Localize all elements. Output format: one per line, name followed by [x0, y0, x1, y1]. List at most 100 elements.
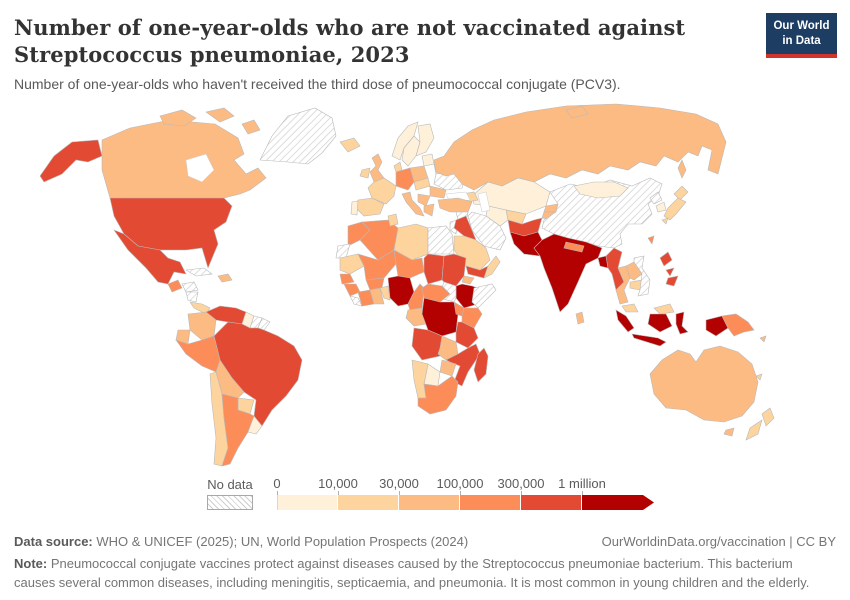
legend-bin[interactable]	[399, 495, 460, 510]
country-tunisia[interactable]	[387, 213, 399, 227]
owid-logo[interactable]: Our World in Data	[766, 13, 837, 58]
country-north-korea[interactable]	[649, 191, 663, 205]
country-turkmenistan[interactable]	[485, 205, 509, 227]
country-balkans[interactable]	[417, 193, 431, 207]
country-philippines-mindanao[interactable]	[665, 275, 679, 287]
caspian-sea	[477, 191, 491, 213]
country-svalbard[interactable]	[565, 105, 589, 119]
country-new-caledonia[interactable]	[755, 373, 763, 381]
country-mexico[interactable]	[113, 229, 187, 285]
country-romania[interactable]	[429, 185, 447, 199]
country-canada-arctic-1[interactable]	[159, 109, 197, 127]
country-guatemala[interactable]	[167, 279, 183, 293]
country-portugal[interactable]	[350, 200, 359, 216]
country-philippines-luzon[interactable]	[659, 251, 673, 267]
country-china[interactable]	[541, 177, 663, 249]
country-somalia[interactable]	[471, 283, 497, 309]
country-laos[interactable]	[625, 261, 643, 281]
country-greece[interactable]	[423, 203, 435, 217]
country-canada[interactable]	[101, 119, 267, 199]
country-egypt[interactable]	[427, 225, 455, 255]
country-japan-kyushu[interactable]	[661, 217, 669, 225]
country-indonesia-sulawesi[interactable]	[675, 311, 689, 335]
country-indonesia-papua[interactable]	[705, 315, 729, 337]
data-source: Data source: WHO & UNICEF (2025); UN, Wo…	[14, 534, 468, 549]
country-western-sahara[interactable]	[335, 243, 351, 259]
country-chad[interactable]	[423, 253, 445, 285]
country-iran[interactable]	[467, 211, 507, 251]
country-australia[interactable]	[649, 345, 759, 423]
country-gabon-congo[interactable]	[405, 307, 427, 327]
country-baltic-states[interactable]	[421, 153, 435, 167]
country-uruguay[interactable]	[247, 415, 263, 435]
legend-bin[interactable]	[277, 495, 338, 510]
country-iceland[interactable]	[339, 137, 361, 153]
country-canada-arctic-3[interactable]	[241, 119, 261, 135]
country-norway[interactable]	[391, 121, 419, 161]
country-russia-sakhalin[interactable]	[677, 159, 687, 179]
data-source-label: Data source:	[14, 534, 93, 549]
no-data-swatch[interactable]	[207, 495, 253, 510]
note-text: Pneumococcal conjugate vaccines protect …	[14, 556, 810, 590]
country-ireland[interactable]	[359, 167, 371, 179]
country-japan-honshu[interactable]	[663, 197, 687, 221]
country-taiwan[interactable]	[647, 235, 655, 245]
country-mauritania[interactable]	[339, 253, 365, 275]
country-nicaragua[interactable]	[185, 291, 199, 303]
legend-tick-label: 100,000	[436, 476, 484, 491]
country-mongolia[interactable]	[573, 181, 629, 199]
country-cuba[interactable]	[185, 267, 213, 277]
country-finland[interactable]	[415, 123, 435, 157]
chart-note: Note: Pneumococcal conjugate vaccines pr…	[14, 555, 834, 593]
chart-subtitle: Number of one-year-olds who haven't rece…	[14, 75, 621, 92]
country-indonesia-sumatra[interactable]	[615, 309, 635, 333]
country-madagascar[interactable]	[473, 347, 489, 383]
country-indonesia-kalimantan[interactable]	[647, 313, 673, 333]
country-alaska[interactable]	[39, 139, 103, 183]
country-philippines-visayas[interactable]	[665, 267, 675, 277]
legend-bin[interactable]	[521, 495, 582, 510]
country-hispaniola[interactable]	[217, 273, 233, 283]
country-united-states[interactable]	[109, 197, 233, 269]
country-nepal[interactable]	[563, 241, 585, 253]
legend-tick-label: 1 million	[558, 476, 606, 491]
attribution-link[interactable]: OurWorldinData.org/vaccination | CC BY	[601, 534, 836, 549]
country-new-zealand-north[interactable]	[761, 407, 775, 427]
country-guinea[interactable]	[343, 283, 361, 297]
country-senegal[interactable]	[339, 273, 355, 285]
country-new-zealand-south[interactable]	[745, 419, 763, 441]
country-germany[interactable]	[395, 167, 415, 191]
country-oman[interactable]	[483, 255, 501, 279]
country-tanzania[interactable]	[455, 321, 479, 349]
legend-bin[interactable]	[460, 495, 521, 510]
country-japan-hokkaido[interactable]	[673, 185, 689, 201]
country-angola[interactable]	[411, 327, 443, 361]
country-argentina[interactable]	[221, 393, 255, 467]
country-tasmania[interactable]	[723, 427, 735, 437]
country-solomon-islands[interactable]	[759, 335, 767, 343]
country-italy[interactable]	[401, 191, 425, 217]
country-indonesia-java[interactable]	[631, 333, 667, 347]
country-south-africa[interactable]	[417, 375, 459, 415]
no-data-label: No data	[207, 477, 253, 492]
country-south-korea[interactable]	[655, 201, 667, 213]
country-vietnam[interactable]	[633, 255, 651, 297]
legend-tick-label: 300,000	[497, 476, 545, 491]
country-sudan[interactable]	[441, 253, 467, 287]
country-sri-lanka[interactable]	[575, 311, 585, 325]
country-eritrea[interactable]	[461, 275, 475, 285]
country-honduras[interactable]	[181, 281, 199, 293]
country-togo-benin[interactable]	[379, 285, 391, 301]
legend-bin[interactable]	[338, 495, 399, 510]
country-greenland[interactable]	[259, 107, 337, 165]
country-united-kingdom[interactable]	[369, 153, 385, 183]
country-malaysia-borneo[interactable]	[653, 303, 675, 315]
country-papua-new-guinea[interactable]	[721, 313, 755, 337]
country-mozambique[interactable]	[445, 343, 481, 387]
legend-bin[interactable]	[582, 495, 654, 510]
country-canada-arctic-2[interactable]	[205, 107, 235, 123]
country-mali[interactable]	[357, 249, 397, 281]
country-france[interactable]	[367, 177, 397, 205]
country-malaysia-peninsula[interactable]	[621, 303, 639, 313]
country-ghana[interactable]	[369, 287, 385, 305]
